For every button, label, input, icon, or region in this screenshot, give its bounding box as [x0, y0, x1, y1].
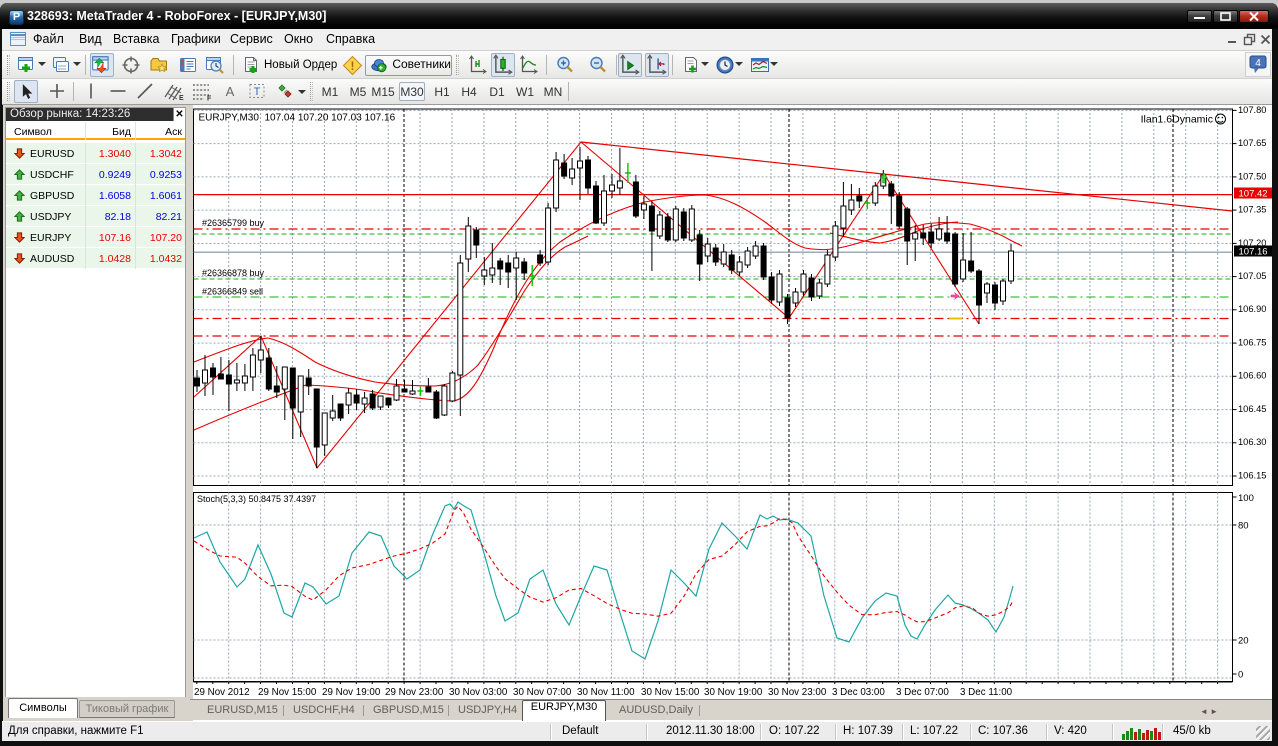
svg-text:107.05: 107.05 [1238, 271, 1266, 281]
svg-text:80: 80 [1238, 521, 1249, 532]
svg-text:T: T [254, 86, 261, 98]
svg-text:30 Nov 15:00: 30 Nov 15:00 [641, 687, 700, 698]
svg-text:30 Nov 03:00: 30 Nov 03:00 [449, 687, 508, 698]
svg-text:#26365799 buy: #26365799 buy [202, 218, 265, 228]
svg-text:107.42: 107.42 [1239, 189, 1268, 200]
svg-text:EURJPY,M30 107.04 107.20 107.: EURJPY,M30 107.04 107.20 107.03 107.16 [199, 113, 396, 124]
svg-text:Stoch(5,3,3) 50.8475 37.4397: Stoch(5,3,3) 50.8475 37.4397 [197, 494, 316, 504]
svg-text:106.90: 106.90 [1238, 304, 1266, 314]
svg-text:A: A [226, 84, 235, 99]
svg-text:F: F [207, 96, 212, 102]
svg-text:107.20: 107.20 [1238, 238, 1266, 248]
svg-text:30 Nov 07:00: 30 Nov 07:00 [513, 687, 572, 698]
svg-text:30 Nov 19:00: 30 Nov 19:00 [704, 687, 763, 698]
svg-text:106.30: 106.30 [1238, 437, 1266, 447]
svg-text:E: E [179, 95, 184, 101]
svg-text:106.60: 106.60 [1238, 371, 1266, 381]
svg-text:107.16: 107.16 [1239, 247, 1268, 258]
svg-text:106.15: 106.15 [1238, 470, 1266, 480]
svg-text:0: 0 [1238, 670, 1243, 681]
svg-text:29 Nov 19:00: 29 Nov 19:00 [322, 687, 381, 698]
svg-text:106.75: 106.75 [1238, 338, 1266, 348]
svg-text:#26366878 buy: #26366878 buy [202, 268, 265, 278]
svg-text:29 Nov 15:00: 29 Nov 15:00 [258, 687, 317, 698]
svg-text:Ilan1.6Dynamic: Ilan1.6Dynamic [1141, 114, 1213, 126]
svg-text:30 Nov 11:00: 30 Nov 11:00 [577, 687, 635, 698]
svg-text:107.35: 107.35 [1238, 205, 1266, 215]
svg-text:20: 20 [1238, 636, 1249, 647]
svg-text:107.65: 107.65 [1238, 138, 1266, 148]
svg-text:4: 4 [1255, 58, 1261, 69]
svg-text:29 Nov 23:00: 29 Nov 23:00 [385, 687, 444, 698]
svg-text:107.50: 107.50 [1238, 171, 1266, 181]
svg-text:106.45: 106.45 [1238, 404, 1266, 414]
svg-text:29 Nov 2012: 29 Nov 2012 [194, 687, 250, 698]
svg-text:3 Dec 07:00: 3 Dec 07:00 [896, 687, 949, 698]
svg-text:30 Nov 23:00: 30 Nov 23:00 [768, 687, 827, 698]
svg-text:3 Dec 11:00: 3 Dec 11:00 [960, 687, 1013, 698]
svg-text:107.80: 107.80 [1238, 105, 1266, 115]
svg-text:3 Dec 03:00: 3 Dec 03:00 [832, 687, 885, 698]
svg-text:100: 100 [1238, 493, 1254, 504]
svg-text:#26366849 sell: #26366849 sell [202, 287, 263, 297]
svg-text:!: ! [351, 59, 355, 73]
